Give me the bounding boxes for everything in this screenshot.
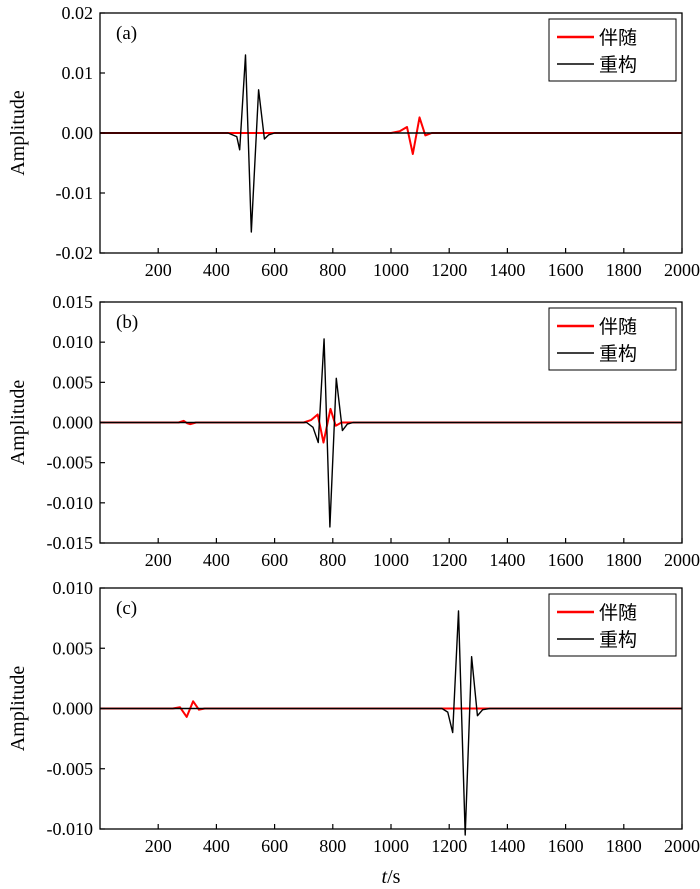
- x-tick-label: 1600: [548, 260, 584, 280]
- y-tick-label: -0.010: [47, 819, 94, 839]
- x-tick-label: 400: [203, 550, 230, 570]
- panel-label: (c): [116, 598, 137, 619]
- panel-1: 200 400 600 800 1000 1200 1400 1600 1800 2000 0.02…: [7, 3, 700, 280]
- y-tick-label: 0.005: [53, 638, 94, 658]
- panel-label: (a): [116, 23, 137, 44]
- y-tick-label: -0.01: [56, 183, 94, 203]
- x-tick-label: 600: [261, 836, 288, 856]
- y-tick-label: 0.005: [53, 372, 94, 392]
- x-tick-label: 1200: [431, 836, 467, 856]
- x-tick-label: 1800: [606, 836, 642, 856]
- x-tick-label: 400: [203, 836, 230, 856]
- legend-box: [548, 18, 677, 82]
- legend-box: [548, 307, 677, 371]
- panel-2: 200 400 600 800 1000 1200 1400 1600 1800 2000 0.01…: [7, 292, 700, 570]
- x-tick-label: 200: [145, 550, 172, 570]
- y-tick-label: -0.005: [47, 453, 94, 473]
- legend-label: 伴随: [599, 316, 637, 338]
- x-tick-label: 1400: [489, 836, 525, 856]
- y-tick-label: -0.02: [56, 243, 94, 263]
- y-tick-label: 0.01: [62, 63, 94, 83]
- y-tick-label: 0.000: [53, 699, 94, 719]
- legend-box: [548, 593, 677, 657]
- y-tick-label: -0.015: [47, 533, 94, 553]
- series-line-reconstructed: [100, 610, 682, 836]
- y-tick-label: 0.02: [62, 3, 94, 23]
- x-tick-label: 800: [319, 260, 346, 280]
- legend-label: 重构: [599, 343, 637, 365]
- legend-label: 伴随: [599, 27, 637, 49]
- x-tick-label: 1800: [606, 550, 642, 570]
- x-tick-label: 1200: [431, 260, 467, 280]
- panel-3: 200 400 600 800 1000 1200 1400 1600 1800 2000 0.01…: [7, 578, 700, 856]
- x-tick-label: 800: [319, 550, 346, 570]
- y-tick-label: 0.010: [53, 332, 94, 352]
- x-axis-label-symbol: t: [382, 866, 388, 888]
- x-tick-label: 1400: [489, 260, 525, 280]
- x-tick-label: 800: [319, 836, 346, 856]
- x-tick-label: 1000: [373, 836, 409, 856]
- x-tick-label: 1600: [548, 836, 584, 856]
- x-tick-label: 600: [261, 550, 288, 570]
- x-tick-label: 400: [203, 260, 230, 280]
- x-axis-label-unit: /s: [387, 866, 401, 888]
- y-tick-label: -0.005: [47, 759, 94, 779]
- legend-label: 伴随: [599, 602, 637, 624]
- series-line-adjoint: [100, 407, 682, 444]
- legend-label: 重构: [599, 54, 637, 76]
- panel-label: (b): [116, 312, 138, 333]
- series-line-adjoint: [100, 116, 682, 155]
- x-tick-label: 600: [261, 260, 288, 280]
- y-axis-label: Amplitude: [7, 666, 29, 752]
- y-tick-label: 0.010: [53, 578, 94, 598]
- y-tick-label: 0.00: [62, 123, 94, 143]
- x-tick-label: 1000: [373, 260, 409, 280]
- x-tick-label: 2000: [664, 836, 700, 856]
- x-tick-label: 1800: [606, 260, 642, 280]
- x-tick-label: 2000: [664, 550, 700, 570]
- x-tick-label: 2000: [664, 260, 700, 280]
- legend-label: 重构: [599, 629, 637, 651]
- x-tick-label: 1000: [373, 550, 409, 570]
- x-tick-label: 200: [145, 260, 172, 280]
- y-tick-label: -0.010: [47, 493, 94, 513]
- series-line-reconstructed: [100, 54, 682, 233]
- x-tick-label: 1400: [489, 550, 525, 570]
- x-tick-label: 1200: [431, 550, 467, 570]
- y-tick-label: 0.000: [53, 413, 94, 433]
- x-tick-label: 200: [145, 836, 172, 856]
- y-axis-label: Amplitude: [7, 90, 29, 176]
- y-tick-label: 0.015: [53, 292, 94, 312]
- x-tick-label: 1600: [548, 550, 584, 570]
- y-axis-label: Amplitude: [7, 380, 29, 466]
- series-line-reconstructed: [100, 338, 682, 528]
- x-axis-label: t/s: [382, 866, 401, 888]
